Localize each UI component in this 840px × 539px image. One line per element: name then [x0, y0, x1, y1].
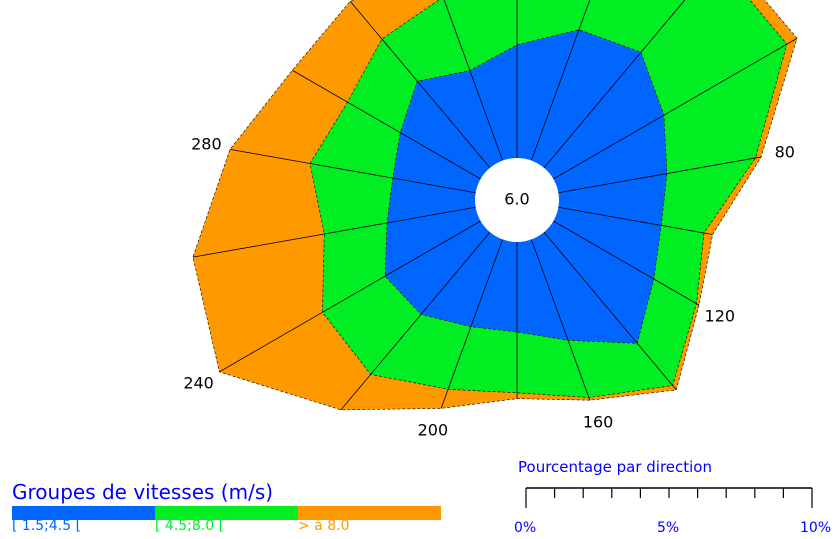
spoke-200: [440, 239, 504, 409]
legend-swatch-2: [155, 506, 298, 520]
direction-label-120: 120: [705, 307, 736, 326]
direction-label-200: 200: [418, 421, 449, 440]
direction-label-80: 80: [775, 142, 795, 161]
scale-label-2: 5%: [657, 520, 680, 536]
legend-label-1: [ 1.5;4.5 [: [12, 518, 82, 534]
spoke-260: [192, 206, 476, 258]
spoke-60: [553, 38, 798, 180]
scale-title: Pourcentage par direction: [518, 458, 712, 476]
spoke-40: [543, 0, 686, 169]
direction-label-280: 280: [191, 135, 222, 154]
spoke-120: [553, 220, 700, 306]
direction-label-240: 240: [183, 373, 214, 392]
spoke-20: [530, 0, 591, 161]
spoke-160: [530, 239, 591, 401]
spoke-140: [543, 231, 677, 391]
legend-title: Groupes de vitesses (m/s): [12, 480, 274, 504]
center-hole: [475, 158, 559, 242]
spoke-100: [558, 206, 713, 235]
wind-rose-spokes: [192, 0, 798, 411]
spoke-320: [349, 0, 491, 169]
spoke-240: [219, 220, 481, 373]
scale-label-1: 0%: [514, 520, 537, 536]
spoke-80: [558, 156, 762, 194]
legend-label-3: > à 8.0: [298, 518, 350, 534]
direction-label-160: 160: [583, 412, 614, 431]
scale-ruler: [525, 487, 813, 508]
direction-labels: 3604080120160200240280320: [183, 135, 795, 440]
spoke-300: [292, 69, 481, 180]
legend-swatch-3: [298, 506, 441, 520]
scale-label-3: 10%: [800, 520, 832, 536]
center-label: 6.0: [504, 190, 529, 209]
spoke-220: [340, 231, 491, 411]
legend-label-2: [ 4.5;8.0 [: [155, 518, 225, 534]
spoke-340: [443, 0, 504, 161]
spoke-280: [229, 149, 476, 194]
legend-swatch-1: [12, 506, 155, 520]
